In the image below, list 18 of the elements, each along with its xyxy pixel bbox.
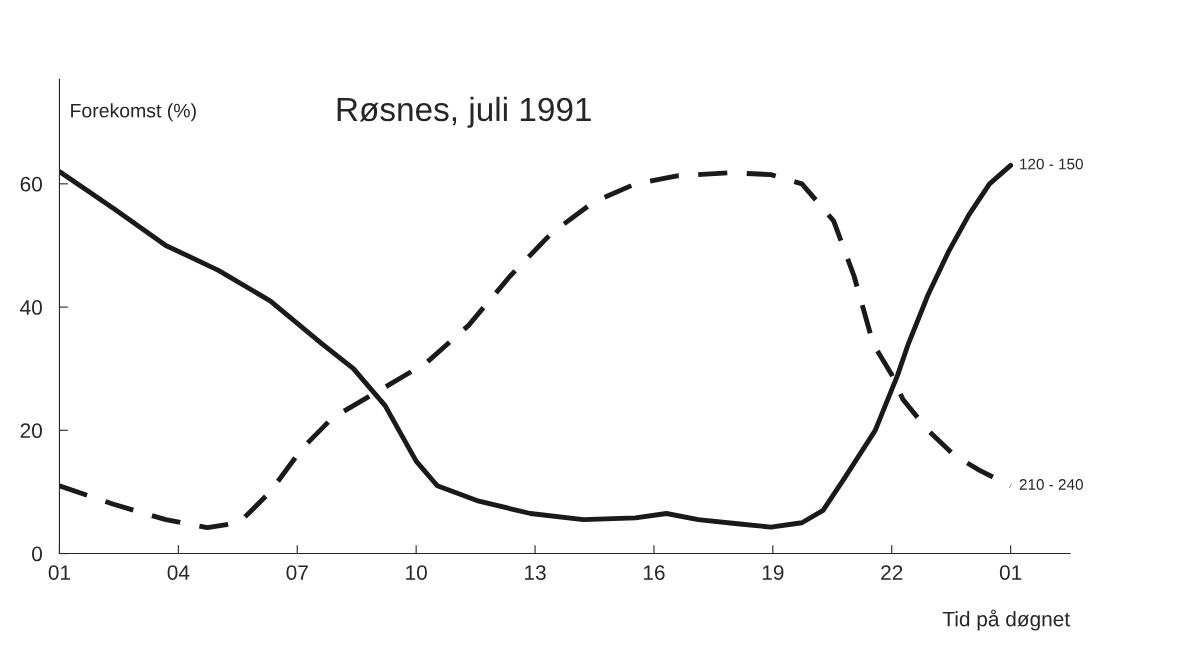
x-tick-label: 13: [525, 565, 546, 580]
y-tick-label: 0: [32, 546, 42, 562]
x-tick-label: 01: [999, 565, 1022, 580]
x-tick-label: 16: [643, 565, 665, 580]
x-tick-label: 07: [286, 565, 308, 580]
x-tick-label: 10: [406, 565, 427, 580]
x-tick-label: 19: [762, 565, 784, 580]
y-tick-label: 20: [20, 423, 42, 439]
x-tick-label: 04: [167, 565, 190, 580]
x-tick-label: 01: [48, 565, 71, 580]
chart-title: Røsnes, juli 1991: [337, 96, 591, 128]
x-axis-title: Tid på døgnet: [942, 609, 1070, 631]
series-label: 210 - 240: [1019, 479, 1083, 490]
x-tick-label: 22: [881, 565, 903, 580]
series-label: 120 - 150: [1020, 158, 1083, 170]
y-tick-label: 60: [20, 176, 42, 192]
y-tick-label: 40: [20, 300, 42, 315]
y-axis-title: Forekomst (%): [71, 103, 196, 122]
